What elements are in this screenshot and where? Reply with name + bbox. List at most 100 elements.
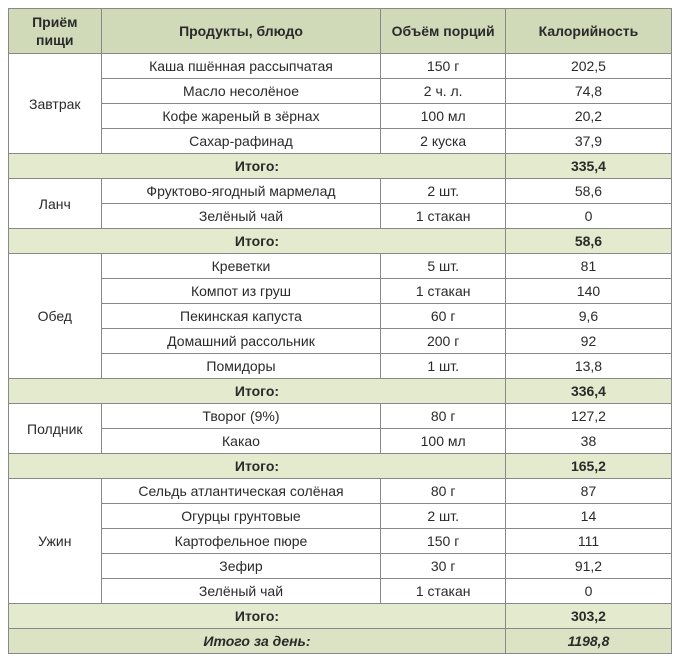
- product-cell: Масло несолёное: [101, 79, 381, 104]
- calories-cell: 0: [505, 204, 671, 229]
- portion-cell: 100 мл: [381, 429, 506, 454]
- meal-name-cell: Обед: [9, 254, 102, 379]
- portion-cell: 80 г: [381, 479, 506, 504]
- table-row: Зефир30 г91,2: [9, 554, 672, 579]
- portion-cell: 150 г: [381, 529, 506, 554]
- subtotal-row: Итого:336,4: [9, 379, 672, 404]
- portion-cell: 80 г: [381, 404, 506, 429]
- subtotal-label: Итого:: [9, 604, 506, 629]
- subtotal-label: Итого:: [9, 454, 506, 479]
- portion-cell: 1 стакан: [381, 579, 506, 604]
- grandtotal-value: 1198,8: [505, 629, 671, 654]
- grandtotal-row: Итого за день:1198,8: [9, 629, 672, 654]
- portion-cell: 2 куска: [381, 129, 506, 154]
- calories-cell: 111: [505, 529, 671, 554]
- subtotal-value: 58,6: [505, 229, 671, 254]
- product-cell: Фруктово-ягодный мармелад: [101, 179, 381, 204]
- product-cell: Помидоры: [101, 354, 381, 379]
- calories-cell: 58,6: [505, 179, 671, 204]
- product-cell: Пекинская капуста: [101, 304, 381, 329]
- subtotal-row: Итого:335,4: [9, 154, 672, 179]
- product-cell: Зелёный чай: [101, 204, 381, 229]
- calories-cell: 38: [505, 429, 671, 454]
- portion-cell: 5 шт.: [381, 254, 506, 279]
- portion-cell: 1 шт.: [381, 354, 506, 379]
- meal-plan-table: Приём пищи Продукты, блюдо Объём порций …: [8, 8, 672, 654]
- grandtotal-label: Итого за день:: [9, 629, 506, 654]
- subtotal-value: 336,4: [505, 379, 671, 404]
- product-cell: Домашний рассольник: [101, 329, 381, 354]
- portion-cell: 2 шт.: [381, 179, 506, 204]
- product-cell: Огурцы грунтовые: [101, 504, 381, 529]
- subtotal-value: 165,2: [505, 454, 671, 479]
- calories-cell: 74,8: [505, 79, 671, 104]
- col-header-portion: Объём порций: [381, 9, 506, 54]
- product-cell: Сахар-рафинад: [101, 129, 381, 154]
- table-row: Сахар-рафинад2 куска37,9: [9, 129, 672, 154]
- calories-cell: 127,2: [505, 404, 671, 429]
- meal-name-cell: Ужин: [9, 479, 102, 604]
- calories-cell: 13,8: [505, 354, 671, 379]
- product-cell: Картофельное пюре: [101, 529, 381, 554]
- product-cell: Компот из груш: [101, 279, 381, 304]
- calories-cell: 81: [505, 254, 671, 279]
- calories-cell: 9,6: [505, 304, 671, 329]
- table-row: ОбедКреветки5 шт.81: [9, 254, 672, 279]
- calories-cell: 37,9: [505, 129, 671, 154]
- product-cell: Креветки: [101, 254, 381, 279]
- subtotal-value: 303,2: [505, 604, 671, 629]
- subtotal-row: Итого:58,6: [9, 229, 672, 254]
- table-row: УжинСельдь атлантическая солёная80 г87: [9, 479, 672, 504]
- product-cell: Какао: [101, 429, 381, 454]
- meal-name-cell: Ланч: [9, 179, 102, 229]
- calories-cell: 91,2: [505, 554, 671, 579]
- subtotal-label: Итого:: [9, 229, 506, 254]
- portion-cell: 2 ч. л.: [381, 79, 506, 104]
- table-row: Компот из груш1 стакан140: [9, 279, 672, 304]
- product-cell: Каша пшённая рассыпчатая: [101, 54, 381, 79]
- table-row: Зелёный чай1 стакан0: [9, 204, 672, 229]
- table-row: Картофельное пюре150 г111: [9, 529, 672, 554]
- product-cell: Творог (9%): [101, 404, 381, 429]
- portion-cell: 1 стакан: [381, 279, 506, 304]
- table-row: ПолдникТворог (9%)80 г127,2: [9, 404, 672, 429]
- product-cell: Зелёный чай: [101, 579, 381, 604]
- table-row: Помидоры1 шт.13,8: [9, 354, 672, 379]
- calories-cell: 92: [505, 329, 671, 354]
- portion-cell: 100 мл: [381, 104, 506, 129]
- product-cell: Зефир: [101, 554, 381, 579]
- col-header-meal: Приём пищи: [9, 9, 102, 54]
- portion-cell: 60 г: [381, 304, 506, 329]
- product-cell: Сельдь атлантическая солёная: [101, 479, 381, 504]
- table-row: Зелёный чай1 стакан0: [9, 579, 672, 604]
- subtotal-label: Итого:: [9, 379, 506, 404]
- calories-cell: 20,2: [505, 104, 671, 129]
- portion-cell: 1 стакан: [381, 204, 506, 229]
- portion-cell: 2 шт.: [381, 504, 506, 529]
- table-row: ЛанчФруктово-ягодный мармелад2 шт.58,6: [9, 179, 672, 204]
- col-header-calories: Калорийность: [505, 9, 671, 54]
- portion-cell: 30 г: [381, 554, 506, 579]
- subtotal-value: 335,4: [505, 154, 671, 179]
- calories-cell: 0: [505, 579, 671, 604]
- calories-cell: 14: [505, 504, 671, 529]
- meal-name-cell: Полдник: [9, 404, 102, 454]
- meal-plan-body: ЗавтракКаша пшённая рассыпчатая150 г202,…: [9, 54, 672, 654]
- portion-cell: 200 г: [381, 329, 506, 354]
- product-cell: Кофе жареный в зёрнах: [101, 104, 381, 129]
- meal-name-cell: Завтрак: [9, 54, 102, 154]
- table-row: Пекинская капуста60 г9,6: [9, 304, 672, 329]
- portion-cell: 150 г: [381, 54, 506, 79]
- table-row: Какао100 мл38: [9, 429, 672, 454]
- subtotal-label: Итого:: [9, 154, 506, 179]
- col-header-product: Продукты, блюдо: [101, 9, 381, 54]
- subtotal-row: Итого:303,2: [9, 604, 672, 629]
- calories-cell: 202,5: [505, 54, 671, 79]
- table-row: Домашний рассольник200 г92: [9, 329, 672, 354]
- table-row: Огурцы грунтовые2 шт.14: [9, 504, 672, 529]
- subtotal-row: Итого:165,2: [9, 454, 672, 479]
- table-row: ЗавтракКаша пшённая рассыпчатая150 г202,…: [9, 54, 672, 79]
- table-row: Масло несолёное2 ч. л.74,8: [9, 79, 672, 104]
- calories-cell: 87: [505, 479, 671, 504]
- table-row: Кофе жареный в зёрнах100 мл20,2: [9, 104, 672, 129]
